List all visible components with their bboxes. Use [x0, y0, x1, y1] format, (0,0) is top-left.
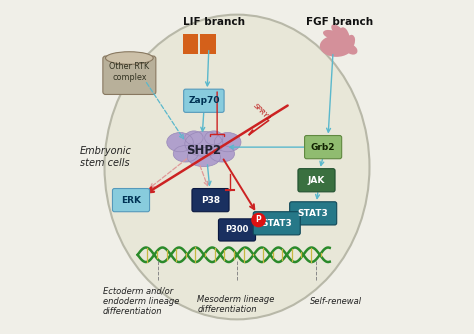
Ellipse shape [205, 131, 223, 145]
Text: Zap70: Zap70 [188, 96, 219, 105]
Ellipse shape [345, 44, 357, 55]
FancyBboxPatch shape [253, 212, 300, 235]
FancyBboxPatch shape [201, 33, 216, 40]
FancyBboxPatch shape [183, 89, 224, 112]
Ellipse shape [339, 27, 350, 45]
Text: SHP2: SHP2 [186, 144, 221, 157]
Circle shape [252, 213, 265, 227]
Ellipse shape [185, 131, 203, 145]
FancyBboxPatch shape [103, 56, 156, 95]
Text: Ectoderm and/or
endoderm lineage
differentiation: Ectoderm and/or endoderm lineage differe… [103, 286, 179, 316]
Ellipse shape [185, 131, 223, 156]
Ellipse shape [331, 24, 345, 38]
Text: STAT3: STAT3 [261, 219, 292, 228]
Text: Mesoderm lineage
differentiation: Mesoderm lineage differentiation [197, 295, 274, 314]
FancyBboxPatch shape [192, 188, 229, 212]
FancyBboxPatch shape [298, 169, 335, 192]
FancyBboxPatch shape [219, 219, 255, 241]
Ellipse shape [104, 15, 370, 319]
Text: Self-renewal: Self-renewal [310, 297, 362, 306]
Ellipse shape [210, 146, 235, 162]
Text: FGF branch: FGF branch [306, 17, 373, 27]
Text: P: P [255, 215, 261, 224]
Text: STAT3: STAT3 [298, 209, 328, 218]
Ellipse shape [344, 35, 355, 51]
FancyBboxPatch shape [183, 35, 199, 54]
FancyBboxPatch shape [183, 33, 199, 40]
Ellipse shape [323, 30, 340, 39]
Ellipse shape [320, 35, 353, 57]
Text: LIF branch: LIF branch [183, 17, 245, 27]
FancyBboxPatch shape [290, 202, 337, 225]
Text: P38: P38 [201, 196, 220, 205]
Ellipse shape [167, 133, 193, 152]
Text: Other RTK
complex: Other RTK complex [109, 62, 149, 81]
Text: JAK: JAK [308, 176, 325, 185]
Text: SPRY1: SPRY1 [252, 102, 272, 122]
FancyBboxPatch shape [112, 188, 150, 212]
Ellipse shape [106, 52, 153, 64]
FancyBboxPatch shape [201, 35, 216, 54]
Ellipse shape [173, 146, 198, 162]
Text: Embryonic
stem cells: Embryonic stem cells [80, 146, 132, 168]
Text: Grb2: Grb2 [311, 143, 336, 152]
Ellipse shape [187, 147, 220, 167]
Text: ERK: ERK [121, 196, 141, 205]
Ellipse shape [214, 133, 241, 152]
FancyBboxPatch shape [305, 136, 342, 159]
Text: P300: P300 [225, 225, 249, 234]
